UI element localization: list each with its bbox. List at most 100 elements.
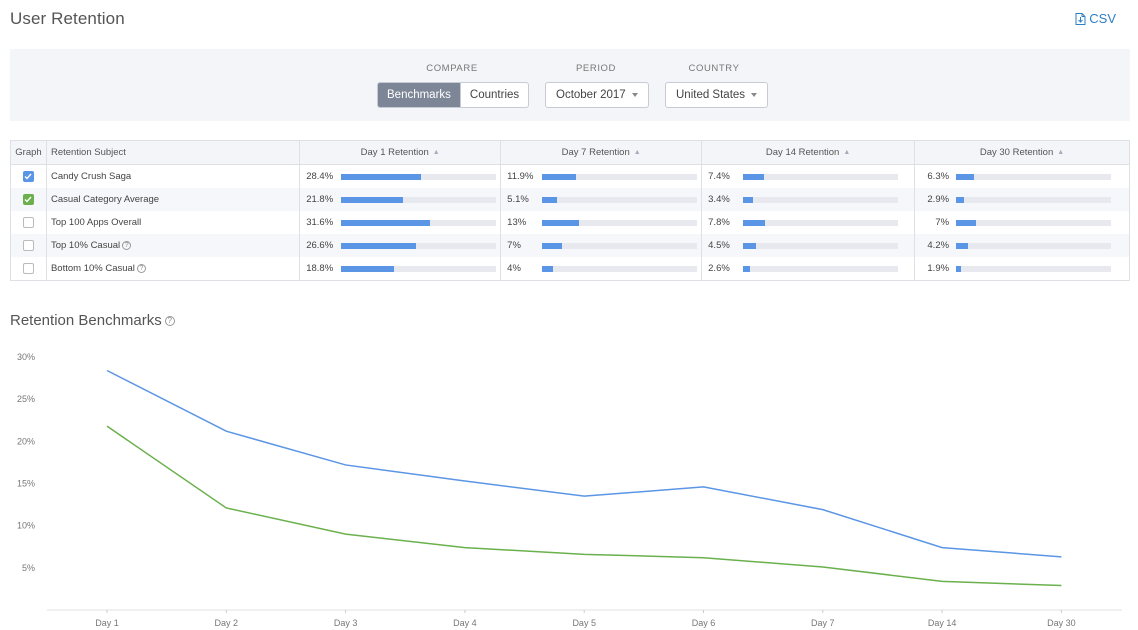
retention-value-cell: 5.1% [500, 188, 703, 211]
retention-bar-fill [743, 219, 766, 226]
retention-bar-track [341, 219, 497, 226]
retention-value-cell: 6.3% [914, 164, 1130, 188]
retention-value: 5.1% [507, 194, 529, 205]
x-tick-label: Day 2 [215, 618, 239, 628]
retention-subject-label: Casual Category Average [50, 194, 160, 205]
retention-subject-label: Candy Crush Saga [50, 171, 132, 182]
help-icon[interactable]: ? [136, 263, 146, 273]
retention-metric: 4.2% [915, 234, 1129, 257]
retention-metric: 21.8% [300, 188, 500, 211]
x-tick-label: Day 14 [928, 618, 957, 628]
help-icon[interactable]: ? [164, 316, 175, 327]
series-line[interactable] [106, 369, 1062, 558]
retention-metric: 1.9% [915, 257, 1129, 280]
retention-subject-cell: Candy Crush Saga [45, 164, 301, 188]
x-tick-label: Day 30 [1047, 618, 1076, 628]
retention-bar-track [341, 196, 497, 203]
compare-benchmarks-button[interactable]: Benchmarks [378, 83, 460, 107]
retention-bar-track [743, 242, 899, 249]
retention-metric: 7.4% [702, 165, 914, 188]
retention-subject-cell: Casual Category Average [45, 188, 301, 211]
retention-value-cell: 7% [500, 234, 703, 257]
retention-value: 26.6% [306, 240, 334, 251]
retention-value-cell: 26.6% [299, 234, 502, 257]
retention-value-cell: 13% [500, 211, 703, 234]
col-day7[interactable]: Day 7 Retention ▲︎ [500, 140, 703, 165]
col-day1[interactable]: Day 1 Retention ▲︎ [299, 140, 502, 165]
graph-checkbox[interactable] [22, 194, 34, 205]
col-day30[interactable]: Day 30 Retention ▲︎ [914, 140, 1130, 165]
retention-value: 28.4% [306, 171, 334, 182]
retention-subject-cell: Top 10% Casual? [45, 234, 301, 257]
graph-checkbox[interactable] [22, 240, 34, 251]
retention-metric: 11.9% [501, 165, 701, 188]
retention-value: 4.2% [927, 240, 950, 251]
retention-bar-fill [341, 265, 395, 272]
retention-bar-track [956, 196, 1112, 203]
retention-bar-track [341, 242, 497, 249]
retention-value-cell: 21.8% [299, 188, 502, 211]
graph-checkbox[interactable] [22, 217, 34, 228]
retention-subject-label: Top 100 Apps Overall [50, 217, 142, 228]
retention-value: 31.6% [306, 217, 334, 228]
graph-cell [10, 211, 47, 234]
col-graph: Graph [10, 140, 47, 165]
country-select[interactable]: United States [665, 82, 769, 108]
retention-bar-fill [956, 265, 962, 272]
col-day14[interactable]: Day 14 Retention ▲︎ [701, 140, 916, 165]
graph-cell [10, 188, 47, 211]
series-line[interactable] [106, 425, 1062, 587]
retention-bar-fill [542, 242, 562, 249]
retention-value-cell: 4.5% [701, 234, 916, 257]
retention-value: 7.8% [708, 217, 730, 228]
retention-bar-fill [542, 196, 557, 203]
retention-value-cell: 1.9% [914, 257, 1130, 281]
retention-bar-fill [956, 242, 968, 249]
retention-bar-track [743, 265, 899, 272]
period-select[interactable]: October 2017 [545, 82, 649, 108]
sort-icon: ▲︎ [843, 148, 851, 156]
retention-bar-track [542, 196, 698, 203]
csv-export-button[interactable]: CSV [1075, 11, 1116, 26]
retention-line-chart: 30% 25% 20% 15% 10% 5% Day 1 Day 2 Day 3 Day 4 Day… [17, 352, 1122, 628]
retention-bar-fill [743, 173, 764, 180]
y-tick-label: 30% [17, 352, 35, 362]
retention-bar-track [743, 173, 899, 180]
y-tick-label: 20% [17, 436, 35, 446]
retention-value-cell: 2.6% [701, 257, 916, 281]
compare-countries-button[interactable]: Countries [459, 83, 528, 107]
retention-value: 18.8% [306, 263, 334, 274]
retention-bar-fill [956, 196, 965, 203]
retention-metric: 7.8% [702, 211, 914, 234]
retention-bar-fill [956, 173, 974, 180]
retention-bar-fill [341, 219, 431, 226]
x-tick-label: Day 6 [692, 618, 716, 628]
period-label: PERIOD [575, 63, 617, 74]
graph-cell [10, 234, 47, 257]
y-tick-label: 15% [17, 479, 35, 489]
retention-metric: 4.5% [702, 234, 914, 257]
retention-value: 3.4% [708, 194, 730, 205]
table-row: Bottom 10% Casual? 18.8% 4% 2.6% 1.9% [10, 257, 1130, 281]
period-value: October 2017 [556, 89, 626, 101]
col-retention-subject: Retention Subject [45, 140, 301, 165]
graph-checkbox[interactable] [22, 263, 34, 274]
retention-value: 4.5% [708, 240, 730, 251]
section-title: Retention Benchmarks? [10, 312, 175, 329]
retention-bar-track [956, 219, 1112, 226]
retention-metric: 3.4% [702, 188, 914, 211]
help-icon[interactable]: ? [122, 240, 132, 250]
retention-bar-track [956, 265, 1112, 272]
sort-icon: ▲︎ [633, 148, 641, 156]
retention-metric: 13% [501, 211, 701, 234]
country-value: United States [676, 89, 746, 101]
graph-checkbox[interactable] [22, 171, 34, 182]
retention-value: 6.3% [927, 171, 950, 182]
compare-toggle: Benchmarks Countries [377, 82, 530, 108]
retention-value: 7% [935, 217, 950, 228]
retention-metric: 4% [501, 257, 701, 280]
checkmark-icon [24, 173, 32, 180]
retention-value: 21.8% [306, 194, 334, 205]
y-tick-label: 5% [22, 563, 35, 573]
retention-bar-fill [743, 265, 751, 272]
